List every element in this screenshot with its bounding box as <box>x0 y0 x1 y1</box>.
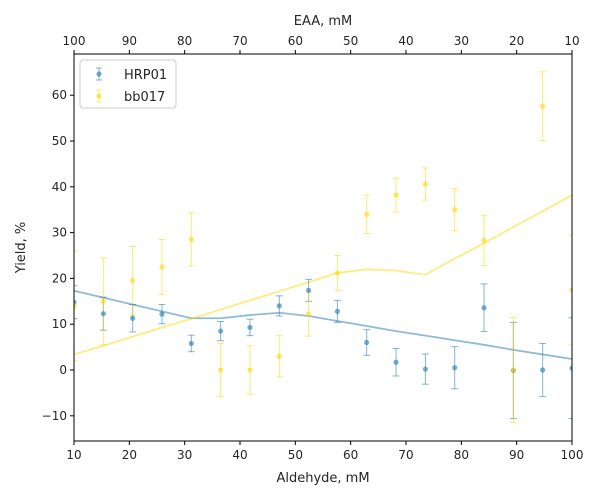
x-tick-label: 10 <box>66 448 81 462</box>
data-point-bb017 <box>540 103 546 109</box>
data-point-hrp01 <box>334 308 340 314</box>
top-x-tick-label: 100 <box>63 34 86 48</box>
data-point-bb017 <box>218 367 224 373</box>
top-x-tick-label: 90 <box>122 34 137 48</box>
data-point-hrp01 <box>159 311 165 317</box>
y-tick-label: 60 <box>52 88 67 102</box>
data-point-hrp01 <box>100 311 106 317</box>
data-point-bb017 <box>364 211 370 217</box>
legend-dot-bb017 <box>96 93 102 99</box>
y-axis-label: Yield, % <box>14 222 29 275</box>
legend-box <box>79 59 177 109</box>
fit-lines <box>74 194 572 360</box>
legend-label-bb017: bb017 <box>124 90 165 105</box>
y-tick-label: 50 <box>52 134 67 148</box>
data-point-hrp01 <box>393 359 399 365</box>
x-tick-label: 60 <box>343 448 358 462</box>
top-x-tick-label: 30 <box>454 34 469 48</box>
data-point-hrp01 <box>306 287 312 293</box>
y-tick-label: 10 <box>52 317 67 331</box>
x-tick-label: 40 <box>232 448 247 462</box>
top-x-tick-label: 40 <box>398 34 413 48</box>
data-point-bb017 <box>481 237 487 244</box>
x-axis-label: Aldehyde, mM <box>276 471 369 486</box>
plot-frame <box>73 53 573 442</box>
x-tick-label: 70 <box>398 448 413 462</box>
data-point-bb017 <box>334 270 340 276</box>
error-bars <box>74 71 572 424</box>
top-x-axis-label: EAA, mM <box>294 14 353 29</box>
error-bar-bb017 <box>74 250 78 362</box>
data-point-bb017 <box>188 236 194 243</box>
data-point-bb017 <box>100 298 106 304</box>
error-bar-bb017 <box>568 234 572 346</box>
top-x-tick-label: 70 <box>232 34 247 48</box>
data-point-hrp01 <box>452 365 458 371</box>
data-point-hrp01 <box>364 339 370 346</box>
top-x-tick-label: 60 <box>288 34 303 48</box>
data-point-bb017 <box>422 181 428 187</box>
data-point-bb017 <box>276 353 282 359</box>
data-point-bb017 <box>510 367 516 373</box>
y-tick-label: 20 <box>52 271 67 285</box>
y-tick-label: −10 <box>42 409 67 423</box>
y-tick-label: 0 <box>59 363 67 377</box>
top-x-tick-label: 10 <box>564 34 579 48</box>
legend-dot-hrp01 <box>96 71 102 77</box>
data-point-hrp01 <box>481 305 487 311</box>
data-point-bb017 <box>74 303 77 309</box>
data-point-hrp01 <box>540 367 546 373</box>
y-tick-label: 30 <box>52 226 67 240</box>
data-point-hrp01 <box>422 366 428 372</box>
top-x-tick-label: 20 <box>509 34 524 48</box>
top-x-tick-label: 50 <box>343 34 358 48</box>
data-point-bb017 <box>569 287 572 293</box>
top-x-tick-label: 80 <box>177 34 192 48</box>
x-tick-label: 20 <box>122 448 137 462</box>
data-point-bb017 <box>247 367 253 373</box>
error-bar-hrp01 <box>568 317 572 420</box>
data-points <box>74 103 572 374</box>
data-point-bb017 <box>393 192 399 198</box>
data-point-hrp01 <box>247 324 253 331</box>
x-tick-label: 30 <box>177 448 192 462</box>
data-point-bb017 <box>306 311 312 317</box>
data-point-hrp01 <box>276 303 282 309</box>
plot-area <box>74 54 572 441</box>
data-point-hrp01 <box>188 340 194 347</box>
data-point-hrp01 <box>569 365 572 371</box>
data-point-bb017 <box>452 207 458 213</box>
x-tick-label: 50 <box>288 448 303 462</box>
fit-line-hrp01 <box>74 289 572 360</box>
x-tick-label: 80 <box>454 448 469 462</box>
fit-line-bb017 <box>74 194 572 356</box>
error-bar-hrp01 <box>74 285 78 320</box>
x-tick-label: 90 <box>509 448 524 462</box>
legend: HRP01 bb017 <box>79 59 177 109</box>
data-point-bb017 <box>130 278 136 284</box>
data-point-hrp01 <box>130 315 136 321</box>
data-point-bb017 <box>159 264 165 270</box>
x-tick-label: 100 <box>561 448 584 462</box>
legend-label-hrp01: HRP01 <box>124 68 167 83</box>
y-tick-label: 40 <box>52 180 67 194</box>
data-point-hrp01 <box>218 328 224 334</box>
